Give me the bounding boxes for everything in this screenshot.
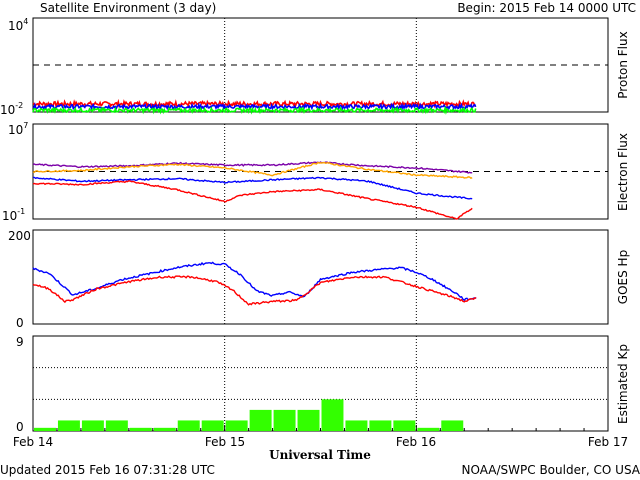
- kp-bar: [417, 427, 440, 431]
- kp-bar: [177, 420, 200, 431]
- kp-bar: [81, 420, 104, 431]
- proton-blue-series-line: [32, 102, 477, 112]
- goes_hp-blue-series-line: [32, 261, 477, 302]
- kp-bar: [321, 399, 344, 431]
- updated-timestamp: Updated 2015 Feb 16 07:31:28 UTC: [0, 463, 215, 477]
- chart-marks: [32, 18, 609, 431]
- proton-ytick-top: 104: [8, 17, 28, 33]
- kp-ytick-bottom: 0: [16, 420, 24, 434]
- xtick-feb14: Feb 14: [13, 435, 53, 449]
- kp-ytick-top: 9: [16, 335, 24, 349]
- kp-bar: [105, 420, 128, 431]
- begin-time: Begin: 2015 Feb 14 0000 UTC: [457, 1, 636, 15]
- kp-panel-frame: [32, 335, 609, 432]
- kp-bar: [249, 409, 272, 431]
- kp-bar: [225, 420, 248, 431]
- kp-bar: [273, 409, 296, 431]
- proton-green-series-line: [32, 105, 477, 115]
- proton-flux-label: Proton Flux: [616, 31, 630, 98]
- electron-ytick-bottom: 10-1: [2, 207, 25, 223]
- kp-bar: [297, 409, 320, 431]
- proton-ytick-bottom: 10-2: [0, 101, 23, 117]
- electron-red-series-line: [32, 180, 473, 220]
- xtick-feb17: Feb 17: [588, 435, 628, 449]
- kp-bar: [393, 420, 416, 431]
- goes-ytick-top: 200: [8, 229, 31, 243]
- kp-bar: [34, 427, 56, 431]
- kp-bar: [153, 427, 176, 431]
- kp-bar: [345, 420, 368, 431]
- kp-bar: [201, 420, 224, 431]
- xtick-feb15: Feb 15: [205, 435, 245, 449]
- electron-ytick-top: 107: [8, 121, 28, 137]
- estimated-kp-label: Estimated Kp: [616, 344, 630, 424]
- goes_hp-red-series-line: [32, 275, 477, 306]
- goes-hp-label: GOES Hp: [616, 250, 630, 304]
- electron-orange-series-line: [32, 161, 473, 180]
- electron-purple-series-line: [32, 161, 473, 174]
- kp-bar: [441, 420, 464, 431]
- xtick-feb16: Feb 16: [396, 435, 436, 449]
- credit-text: NOAA/SWPC Boulder, CO USA: [462, 463, 640, 477]
- chart-title: Satellite Environment (3 day): [40, 1, 216, 15]
- electron-blue-series-line: [33, 176, 473, 200]
- goes-ytick-bottom: 0: [16, 316, 24, 330]
- x-axis-title: Universal Time: [269, 448, 371, 462]
- kp-bar: [129, 427, 152, 431]
- kp-bar: [57, 420, 80, 431]
- electron-flux-label: Electron Flux: [616, 133, 630, 211]
- goes-hp-panel-frame: [32, 229, 609, 325]
- kp-bar: [369, 420, 392, 431]
